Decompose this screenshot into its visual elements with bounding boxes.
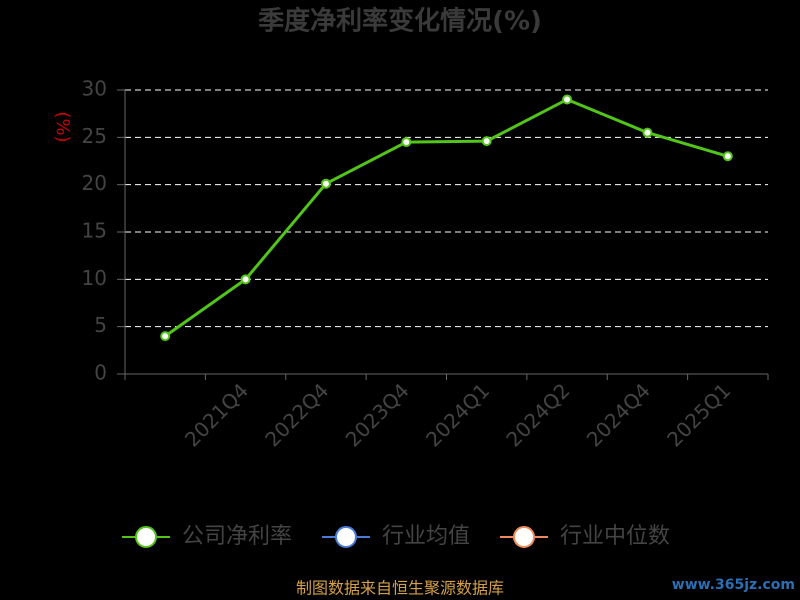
y-tick-label: 5 [94,313,107,337]
legend-marker [513,526,535,548]
data-point [481,136,492,147]
data-point [160,331,171,342]
y-tick-label: 10 [82,266,107,290]
legend-marker [135,526,157,548]
data-point [642,127,653,138]
y-tick-label: 0 [94,361,107,385]
data-point [240,274,251,285]
series-line [164,97,729,338]
legend-label: 行业均值 [382,524,470,549]
data-point [562,94,573,105]
y-tick-label: 25 [82,124,107,148]
source-note: 制图数据来自恒生聚源数据库 [296,579,504,598]
legend-marker [335,526,357,548]
data-point [320,178,331,189]
legend-label: 公司净利率 [182,524,292,549]
watermark: www.365jz.com [672,577,795,593]
y-tick-label: 30 [82,77,107,101]
legend-label: 行业中位数 [560,524,670,549]
data-point [722,151,733,162]
y-axis-label: (%) [52,111,73,142]
data-point [401,137,412,148]
chart-title: 季度净利率变化情况(%) [258,6,542,37]
y-tick-label: 20 [82,171,107,195]
y-tick-label: 15 [82,219,107,243]
